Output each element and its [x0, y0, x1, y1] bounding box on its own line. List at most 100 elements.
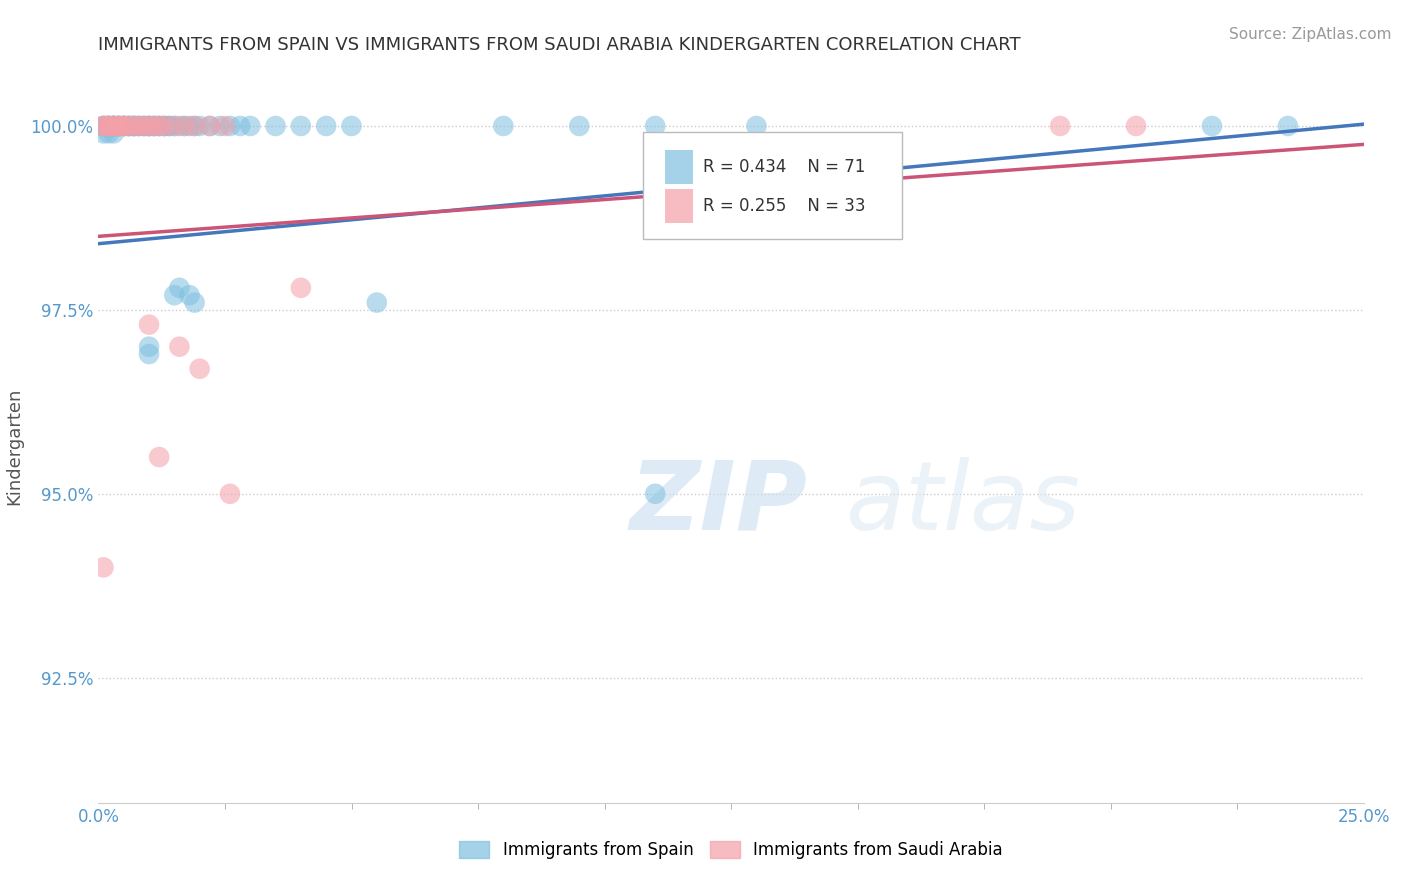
Point: [132, 119, 155, 133]
Point: [214, 119, 236, 133]
Point: [143, 119, 166, 133]
Point: [163, 119, 186, 133]
Point: [163, 288, 186, 302]
Point: [366, 295, 388, 310]
Point: [138, 347, 160, 361]
Point: [179, 119, 201, 133]
Point: [107, 119, 129, 133]
Point: [103, 119, 125, 133]
Point: [219, 487, 242, 501]
Point: [97, 119, 120, 133]
Point: [107, 119, 129, 133]
Point: [112, 119, 135, 133]
Point: [198, 119, 221, 133]
Point: [97, 119, 120, 133]
Point: [179, 288, 201, 302]
Point: [93, 119, 115, 133]
Point: [644, 119, 666, 133]
Point: [138, 119, 160, 133]
Point: [93, 126, 115, 140]
Point: [103, 119, 125, 133]
Point: [290, 281, 312, 295]
Point: [173, 119, 195, 133]
Point: [315, 119, 337, 133]
Point: [103, 119, 125, 133]
Point: [644, 487, 666, 501]
Point: [153, 119, 176, 133]
Point: [143, 119, 166, 133]
Point: [132, 119, 155, 133]
Point: [103, 119, 125, 133]
Point: [239, 119, 262, 133]
Point: [143, 119, 166, 133]
Text: atlas: atlas: [845, 457, 1080, 549]
Point: [745, 119, 768, 133]
Point: [128, 119, 150, 133]
Point: [264, 119, 287, 133]
Point: [183, 119, 205, 133]
Point: [122, 119, 145, 133]
Point: [107, 119, 129, 133]
Point: [97, 119, 120, 133]
Point: [138, 119, 160, 133]
Point: [138, 119, 160, 133]
Point: [183, 295, 205, 310]
Point: [112, 119, 135, 133]
Bar: [665, 189, 693, 223]
Legend: Immigrants from Spain, Immigrants from Saudi Arabia: Immigrants from Spain, Immigrants from S…: [453, 834, 1010, 866]
Text: Source: ZipAtlas.com: Source: ZipAtlas.com: [1229, 27, 1392, 42]
Point: [157, 119, 180, 133]
Point: [103, 119, 125, 133]
Point: [112, 119, 135, 133]
Point: [153, 119, 176, 133]
Point: [148, 119, 170, 133]
Point: [132, 119, 155, 133]
Point: [173, 119, 195, 133]
Point: [122, 119, 145, 133]
Point: [103, 126, 125, 140]
Point: [1125, 119, 1147, 133]
Point: [208, 119, 231, 133]
Point: [103, 119, 125, 133]
Text: R = 0.255    N = 33: R = 0.255 N = 33: [703, 197, 866, 215]
Point: [118, 119, 141, 133]
Point: [198, 119, 221, 133]
Point: [118, 119, 141, 133]
Point: [188, 119, 211, 133]
Point: [169, 281, 191, 295]
Point: [128, 119, 150, 133]
Point: [112, 119, 135, 133]
Point: [340, 119, 363, 133]
Point: [163, 119, 186, 133]
Point: [107, 119, 129, 133]
Point: [219, 119, 242, 133]
Point: [183, 119, 205, 133]
Text: ZIP: ZIP: [630, 457, 808, 549]
Point: [148, 450, 170, 464]
Point: [112, 119, 135, 133]
Point: [157, 119, 180, 133]
Point: [122, 119, 145, 133]
Point: [568, 119, 591, 133]
Point: [169, 340, 191, 354]
Point: [229, 119, 252, 133]
Point: [148, 119, 170, 133]
Text: R = 0.434    N = 71: R = 0.434 N = 71: [703, 158, 866, 176]
Point: [290, 119, 312, 133]
Point: [97, 126, 120, 140]
Point: [97, 119, 120, 133]
Point: [97, 119, 120, 133]
Point: [93, 119, 115, 133]
Y-axis label: Kindergarten: Kindergarten: [6, 387, 24, 505]
Point: [1049, 119, 1071, 133]
Point: [128, 119, 150, 133]
Point: [153, 119, 176, 133]
Point: [148, 119, 170, 133]
Point: [118, 119, 141, 133]
Point: [93, 119, 115, 133]
Point: [118, 119, 141, 133]
Point: [122, 119, 145, 133]
Point: [1277, 119, 1299, 133]
Point: [492, 119, 515, 133]
Bar: [665, 150, 693, 184]
